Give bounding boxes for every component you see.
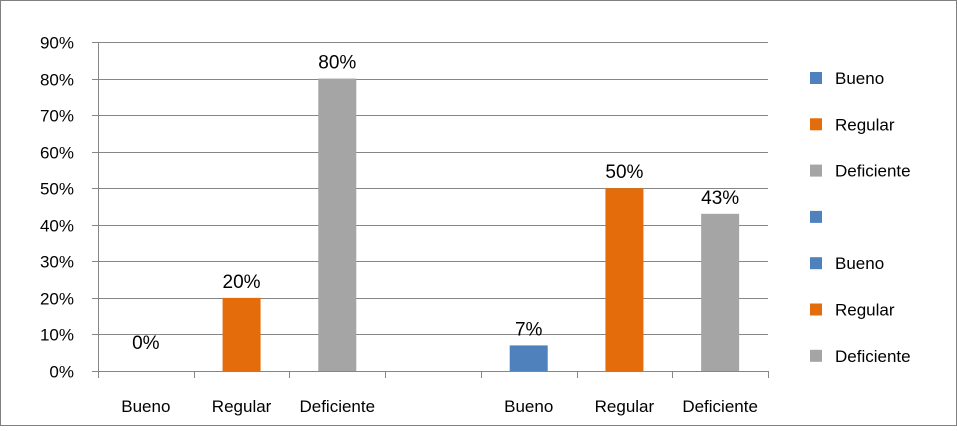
bar <box>318 78 357 372</box>
data-label: 50% <box>605 162 643 183</box>
y-tick-label: 80% <box>40 71 74 90</box>
axes: 0% 10% 20% 30% 40% 50% 60% 70% 80% 90% Bueno Regula… <box>40 34 769 416</box>
x-tick-label: Bueno <box>504 397 553 416</box>
legend-label: Regular <box>835 115 895 134</box>
x-tick-label: Deficiente <box>682 397 758 416</box>
x-tick-label: Deficiente <box>299 397 375 416</box>
x-tick-label: Regular <box>212 397 272 416</box>
y-tick-label: 60% <box>40 144 74 163</box>
data-label: 80% <box>318 53 356 74</box>
data-label: 20% <box>223 272 261 293</box>
legend-label: Bueno <box>835 254 884 273</box>
legend-swatch <box>810 257 822 270</box>
bar <box>701 213 740 371</box>
bar <box>605 188 644 371</box>
bar <box>222 297 261 371</box>
y-tick-label: 20% <box>40 290 74 309</box>
data-label: 0% <box>132 333 160 354</box>
y-tick-label: 50% <box>40 180 74 199</box>
data-label: 43% <box>701 188 739 209</box>
bars <box>222 78 740 372</box>
gridlines <box>98 42 768 335</box>
data-labels: 0% 20% 80% 7% 50% 43% <box>132 53 739 355</box>
legend-swatch <box>810 303 822 316</box>
legend-label: Deficiente <box>835 347 911 366</box>
y-tick-label: 30% <box>40 253 74 272</box>
legend-label: Regular <box>835 301 895 320</box>
y-tick-label: 40% <box>40 217 74 236</box>
legend-swatch <box>810 164 822 177</box>
x-tick-label: Bueno <box>121 397 170 416</box>
legend-swatch <box>810 72 822 84</box>
legend-swatch <box>810 349 822 362</box>
legend: Bueno Regular Deficiente Bueno Regular Defici… <box>810 69 911 366</box>
y-tick-label: 0% <box>49 363 74 382</box>
legend-label: Bueno <box>835 69 884 88</box>
x-tick-label: Regular <box>595 397 655 416</box>
data-label: 7% <box>515 319 543 340</box>
y-tick-label: 10% <box>40 326 74 345</box>
legend-label: Deficiente <box>835 162 911 181</box>
legend-swatch <box>810 118 822 131</box>
legend-swatch <box>810 210 822 223</box>
y-tick-label: 90% <box>40 34 74 53</box>
bar <box>509 345 548 371</box>
y-tick-label: 70% <box>40 107 74 126</box>
